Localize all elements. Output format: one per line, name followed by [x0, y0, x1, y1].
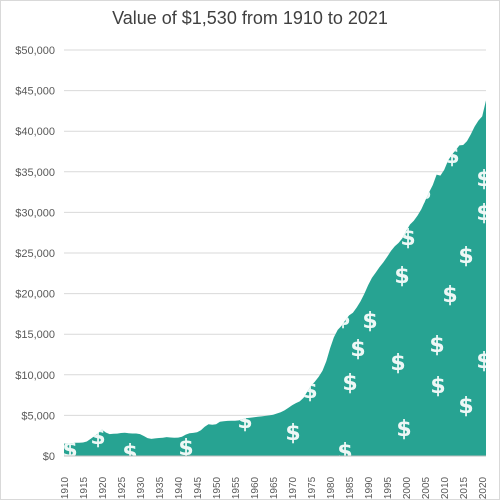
- y-tick-label: $50,000: [15, 45, 55, 57]
- y-tick-label: $45,000: [15, 86, 55, 98]
- x-tick-label: 1970: [288, 476, 299, 499]
- dollar-sign-icon: $: [90, 425, 105, 450]
- dollar-sign-icon: $: [302, 379, 317, 404]
- dollar-sign-icon: $: [476, 167, 491, 192]
- dollar-sign-icon: $: [62, 438, 77, 463]
- y-tick-label: $35,000: [15, 167, 55, 179]
- dollar-sign-icon: $: [335, 306, 350, 331]
- x-tick-label: 2015: [459, 476, 470, 499]
- x-tick-label: 1930: [136, 476, 147, 499]
- x-tick-label: 1945: [193, 476, 204, 499]
- dollar-sign-icon: $: [350, 337, 365, 362]
- x-tick-label: 2000: [402, 476, 413, 499]
- x-tick-label: 1980: [326, 476, 337, 499]
- dollar-sign-icon: $: [416, 180, 431, 205]
- y-tick-label: $40,000: [15, 126, 55, 138]
- x-tick-label: 1950: [212, 476, 223, 499]
- dollar-sign-icon: $: [400, 226, 415, 251]
- dollar-sign-icon: $: [285, 421, 300, 446]
- dollar-sign-icon: $: [476, 349, 491, 374]
- y-tick-label: $25,000: [15, 248, 55, 260]
- dollar-sign-icon: $: [362, 309, 377, 334]
- dollar-sign-icon: $: [476, 201, 491, 226]
- dollar-sign-icon: $: [394, 264, 409, 289]
- dollar-sign-icon: $: [444, 144, 459, 169]
- x-tick-label: 2005: [421, 476, 432, 499]
- y-axis-tick-labels: $0 $5,000 $10,000 $15,000 $20,000 $25,000 $30,…: [15, 45, 55, 463]
- dollar-sign-icon: $: [458, 244, 473, 269]
- x-tick-label: 1935: [155, 476, 166, 499]
- x-tick-label: 1920: [98, 476, 109, 499]
- dollar-sign-icon: $: [429, 333, 444, 358]
- dollar-sign-icon: $: [442, 283, 457, 308]
- y-tick-label: $20,000: [15, 289, 55, 301]
- dollar-sign-icon: $: [337, 440, 352, 465]
- x-tick-label: 1915: [79, 476, 90, 499]
- dollar-sign-icon: $: [342, 371, 357, 396]
- x-tick-label: 1975: [307, 476, 318, 499]
- area-series: [64, 100, 486, 457]
- dollar-sign-icon: $: [237, 409, 252, 434]
- y-tick-label: $5,000: [21, 410, 55, 422]
- gridlines: [64, 49, 486, 416]
- x-tick-label: 1925: [117, 476, 128, 499]
- x-tick-label: 1940: [174, 476, 185, 499]
- dollar-sign-icon: $: [390, 351, 405, 376]
- y-tick-label: $15,000: [15, 329, 55, 341]
- x-tick-label: 1955: [231, 476, 242, 499]
- dollar-sign-icon: $: [430, 374, 445, 399]
- x-tick-label: 1990: [364, 476, 375, 499]
- x-axis-tick-labels: 1910 1915 1920 1925 1930 1935 1940 1945 1950 1955…: [60, 476, 489, 499]
- x-tick-label: 1965: [269, 476, 280, 499]
- x-tick-label: 1910: [60, 476, 71, 499]
- x-tick-label: 1985: [345, 476, 356, 499]
- x-tick-label: 1960: [250, 476, 261, 499]
- x-tick-label: 2020: [478, 476, 489, 499]
- dollar-sign-icon: $: [178, 436, 193, 461]
- y-tick-label: $30,000: [15, 207, 55, 219]
- x-tick-label: 1995: [383, 476, 394, 499]
- y-tick-label: $10,000: [15, 370, 55, 382]
- dollar-sign-icon: $: [396, 417, 411, 442]
- y-tick-label: $0: [43, 451, 55, 463]
- chart-title: Value of $1,530 from 1910 to 2021: [112, 8, 388, 28]
- dollar-sign-icon: $: [122, 441, 137, 466]
- x-tick-label: 2010: [440, 476, 451, 499]
- dollar-sign-icon: $: [458, 394, 473, 419]
